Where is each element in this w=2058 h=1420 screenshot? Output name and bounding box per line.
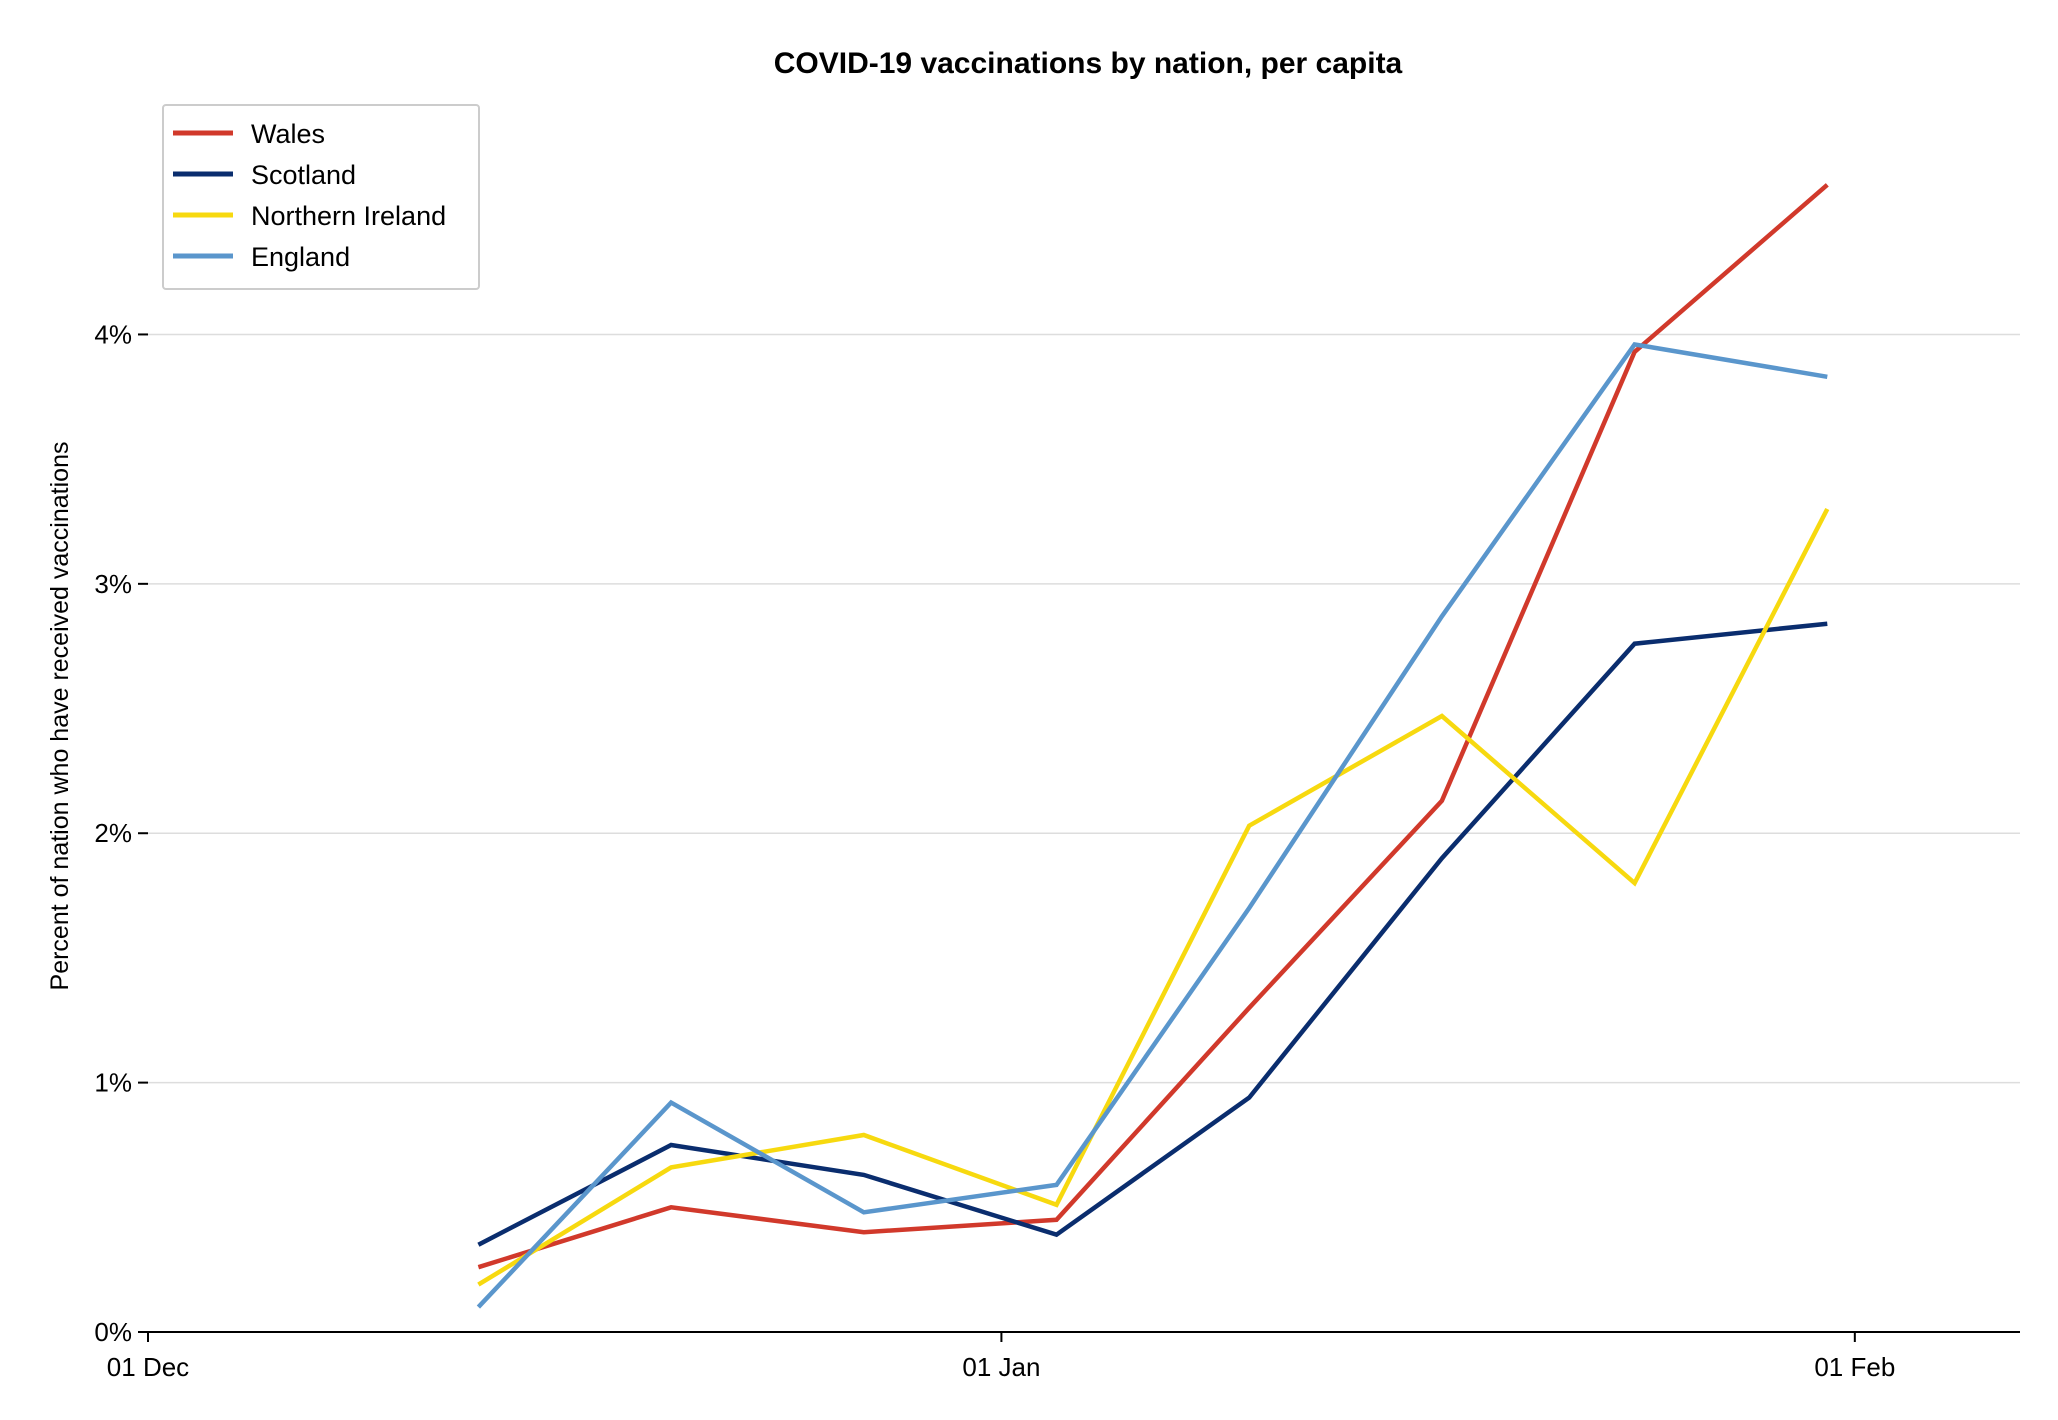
y-tick-label: 2%	[94, 818, 132, 848]
x-tick-label: 01 Jan	[962, 1352, 1040, 1382]
x-tick-label: 01 Feb	[1814, 1352, 1895, 1382]
series-line-england	[476, 341, 1828, 1309]
y-tick-label: 1%	[94, 1068, 132, 1098]
y-tick-label: 4%	[94, 319, 132, 349]
series-line-wales	[477, 183, 1829, 1270]
legend-label: Wales	[251, 119, 325, 149]
legend-box	[162, 104, 480, 290]
series-line-northern-ireland	[477, 507, 1830, 1287]
legend: Wales Scotland Northern Ireland England	[162, 104, 480, 290]
y-axis-label: Percent of nation who have received vacc…	[46, 442, 74, 991]
y-tick-label: 3%	[94, 569, 132, 599]
chart-title: COVID-19 vaccinations by nation, per cap…	[774, 47, 1403, 80]
legend-label: Scotland	[251, 160, 356, 190]
gridlines	[148, 333, 2020, 1084]
series-lines	[476, 183, 1830, 1309]
legend-label: Northern Ireland	[251, 201, 446, 231]
legend-label: England	[251, 242, 350, 272]
x-tick-label: 01 Dec	[107, 1352, 189, 1382]
series-line-scotland	[477, 621, 1828, 1247]
axes: 0% 1% 2% 3% 4% 01 Dec 01 Jan 01 Feb	[94, 319, 2020, 1382]
y-tick-label: 0%	[94, 1317, 132, 1347]
